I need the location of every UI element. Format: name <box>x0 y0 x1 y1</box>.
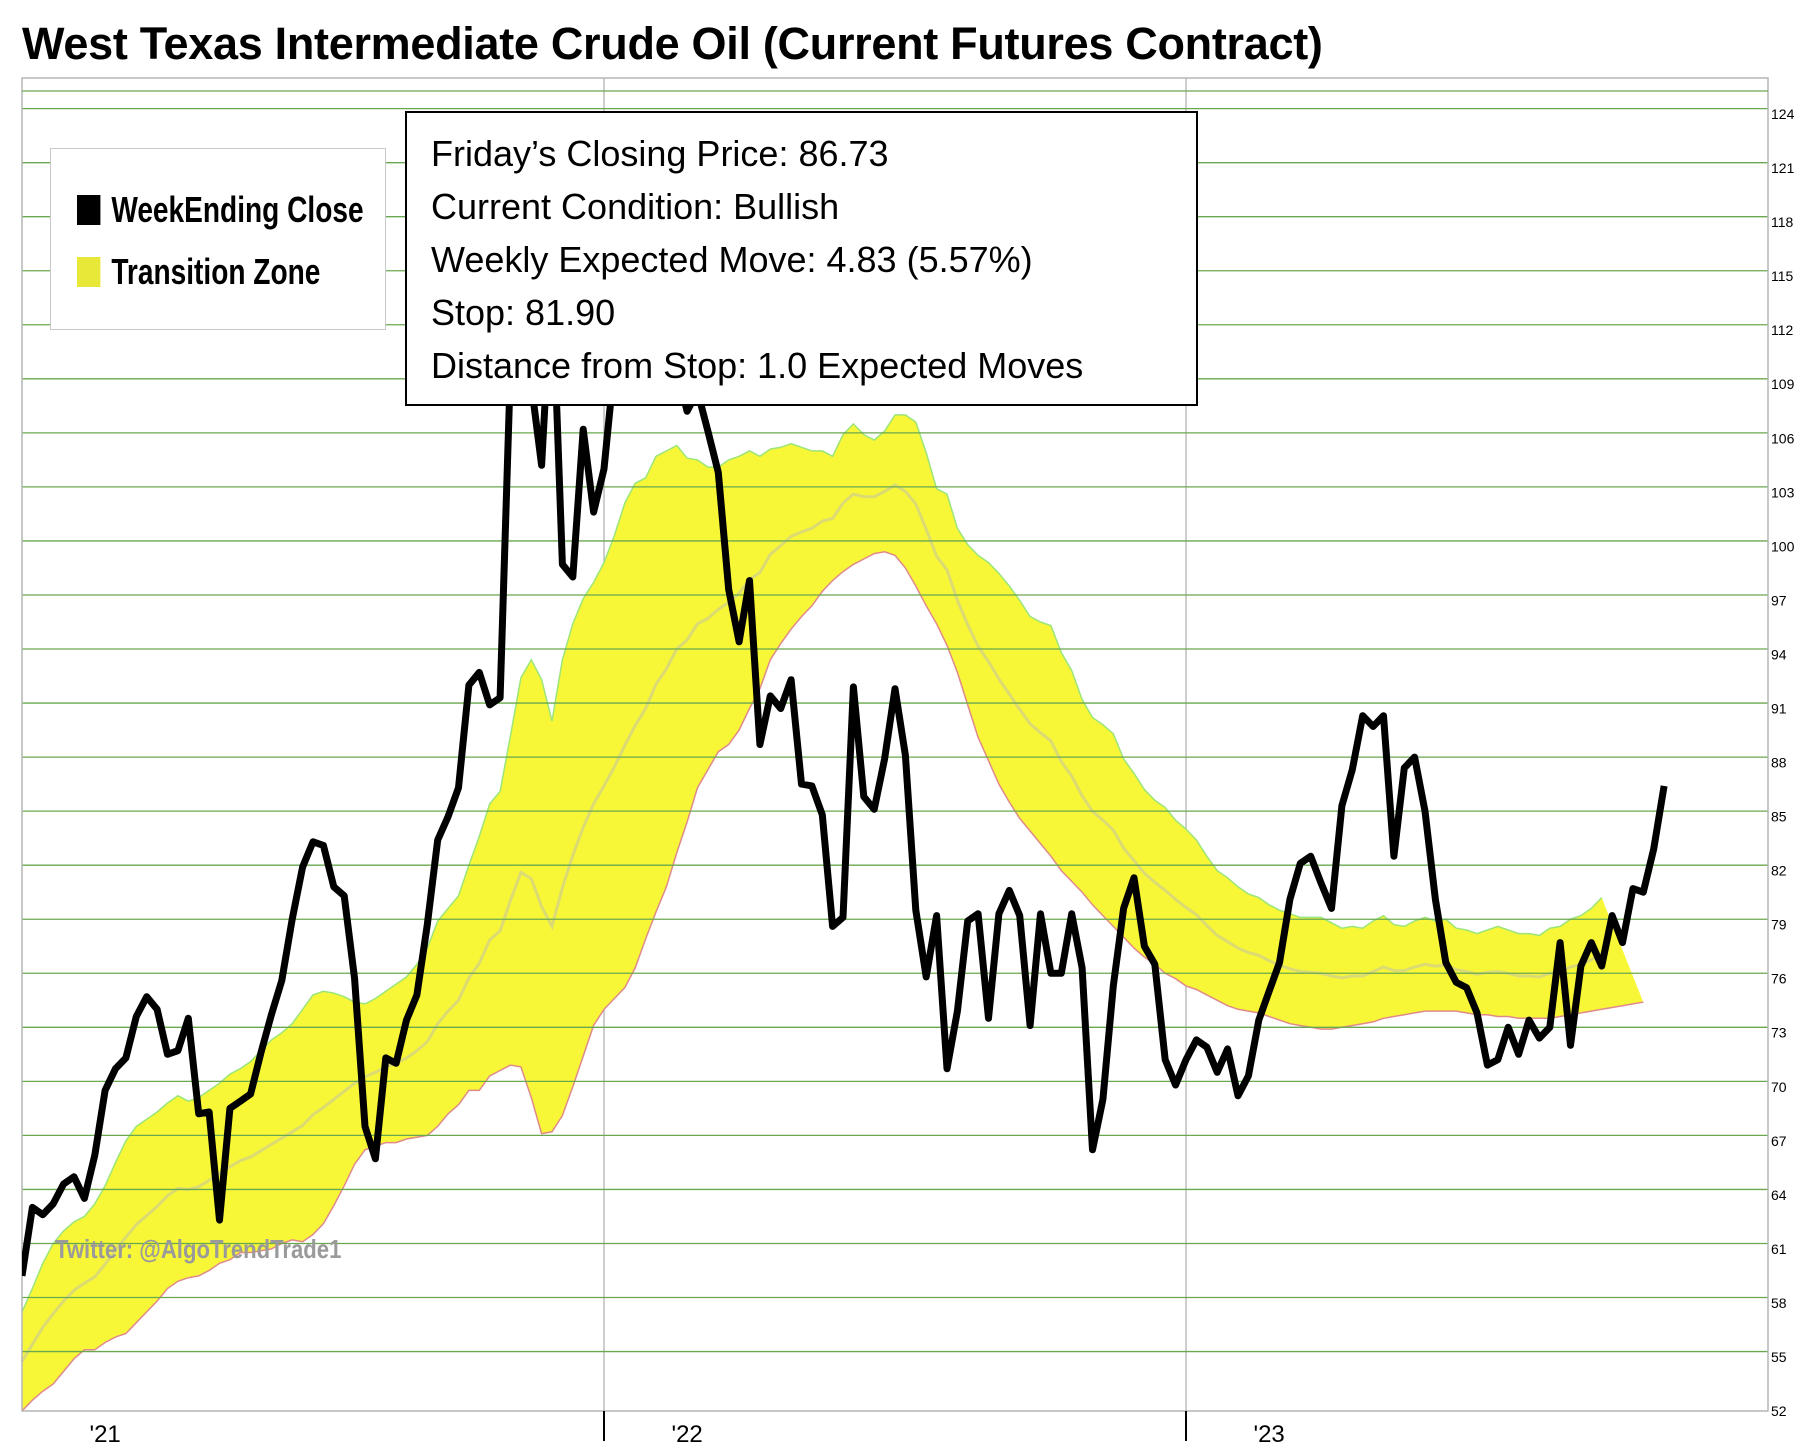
x-tick-label: '21 <box>90 1421 121 1448</box>
plot-border <box>21 77 1769 1412</box>
y-tick-label: 124 <box>1771 106 1795 122</box>
watermark: Twitter: @AlgoTrendTrade1 <box>55 1234 342 1264</box>
y-tick-label: 97 <box>1771 592 1787 608</box>
y-tick-label: 109 <box>1771 376 1795 392</box>
legend-item-transition-zone: Transition Zone <box>77 251 320 293</box>
legend-swatch-close <box>77 195 101 225</box>
y-tick-label: 73 <box>1771 1025 1787 1041</box>
y-tick-label: 103 <box>1771 484 1795 500</box>
y-tick-label: 64 <box>1771 1187 1787 1203</box>
legend-label-close: WeekEnding Close <box>111 189 364 230</box>
y-tick-label: 121 <box>1771 160 1795 176</box>
current-condition-text: Current Condition: Bullish <box>431 186 840 227</box>
y-tick-label: 88 <box>1771 755 1787 771</box>
y-tick-label: 79 <box>1771 917 1787 933</box>
chart-title: West Texas Intermediate Crude Oil (Curre… <box>22 18 1323 69</box>
transition-zone-lower-edge <box>21 551 1644 1412</box>
y-tick-label: 85 <box>1771 809 1787 825</box>
y-tick-label: 94 <box>1771 646 1787 662</box>
y-tick-label: 91 <box>1771 700 1787 716</box>
y-tick-label: 118 <box>1771 214 1794 230</box>
y-tick-label: 52 <box>1771 1403 1787 1419</box>
y-tick-label: 55 <box>1771 1349 1787 1365</box>
x-axis-ticks: '21 '22 '23 <box>90 1411 1285 1448</box>
info-box: Friday’s Closing Price: 86.73 Current Co… <box>405 111 1198 406</box>
y-axis-ticks: 124 121 118 115 112 109 106 103 100 97 94 91 88 85 82 7… <box>1771 106 1795 1419</box>
closing-price-text: Friday’s Closing Price: 86.73 <box>431 133 889 174</box>
y-tick-label: 82 <box>1771 863 1787 879</box>
weekending-close-line <box>22 202 1668 1277</box>
y-tick-label: 61 <box>1771 1241 1787 1257</box>
y-tick-label: 58 <box>1771 1295 1787 1311</box>
y-tick-label: 70 <box>1771 1079 1787 1095</box>
y-tick-label: 67 <box>1771 1133 1787 1149</box>
y-tick-label: 76 <box>1771 971 1787 987</box>
x-tick-label: '22 <box>672 1421 703 1448</box>
transition-zone-upper-edge <box>21 414 1603 1313</box>
weekending-close-series <box>22 202 1668 1277</box>
y-tick-label: 112 <box>1771 322 1794 338</box>
legend: WeekEnding Close Transition Zone <box>50 148 386 330</box>
plot-frame <box>21 77 1769 1412</box>
x-tick-label: '23 <box>1254 1421 1285 1448</box>
legend-swatch-transition-zone <box>77 257 101 287</box>
y-tick-label: 106 <box>1771 430 1795 446</box>
stop-text: Stop: 81.90 <box>431 292 616 333</box>
y-tick-label: 115 <box>1771 268 1794 284</box>
legend-item-close: WeekEnding Close <box>77 189 364 231</box>
legend-label-transition-zone: Transition Zone <box>111 251 321 292</box>
y-tick-label: 100 <box>1771 538 1795 554</box>
expected-move-text: Weekly Expected Move: 4.83 (5.57%) <box>431 239 1033 280</box>
distance-from-stop-text: Distance from Stop: 1.0 Expected Moves <box>431 345 1084 386</box>
